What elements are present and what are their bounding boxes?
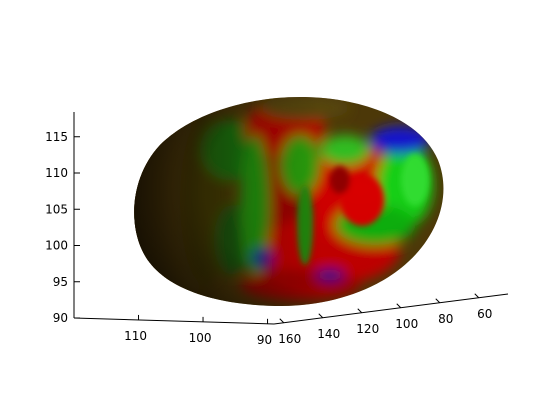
z-tick-label: 105 <box>45 202 68 216</box>
x-axis-ticks: 110 100 90 <box>124 314 272 347</box>
y-axis-line <box>273 293 509 325</box>
y-tick-mark <box>279 318 285 324</box>
y-tick-label: 160 <box>278 332 301 346</box>
z-tick-label: 100 <box>45 239 68 253</box>
x-axis-line <box>73 317 275 325</box>
y-tick-label: 80 <box>438 312 453 326</box>
y-tick-label: 100 <box>395 317 418 331</box>
y-tick-label: 140 <box>317 327 340 341</box>
axes <box>73 112 509 325</box>
z-tick-label: 110 <box>45 166 68 180</box>
y-tick-mark <box>318 313 324 319</box>
y-axis-ticks: 160 140 120 100 80 60 <box>278 293 492 346</box>
y-tick-label: 60 <box>477 307 492 321</box>
surface-blob <box>134 97 444 306</box>
x-tick-label: 100 <box>189 331 212 345</box>
x-tick-label: 110 <box>124 329 147 343</box>
y-tick-mark <box>435 298 441 304</box>
z-tick-label: 115 <box>45 130 68 144</box>
x-tick-label: 90 <box>257 333 272 347</box>
y-tick-mark <box>357 308 363 314</box>
y-tick-label: 120 <box>356 322 379 336</box>
z-axis-ticks: 90 95 100 105 110 115 <box>45 130 80 325</box>
z-tick-label: 90 <box>53 311 68 325</box>
y-tick-mark <box>396 303 402 309</box>
z-tick-label: 95 <box>53 275 68 289</box>
y-tick-mark <box>474 293 480 299</box>
